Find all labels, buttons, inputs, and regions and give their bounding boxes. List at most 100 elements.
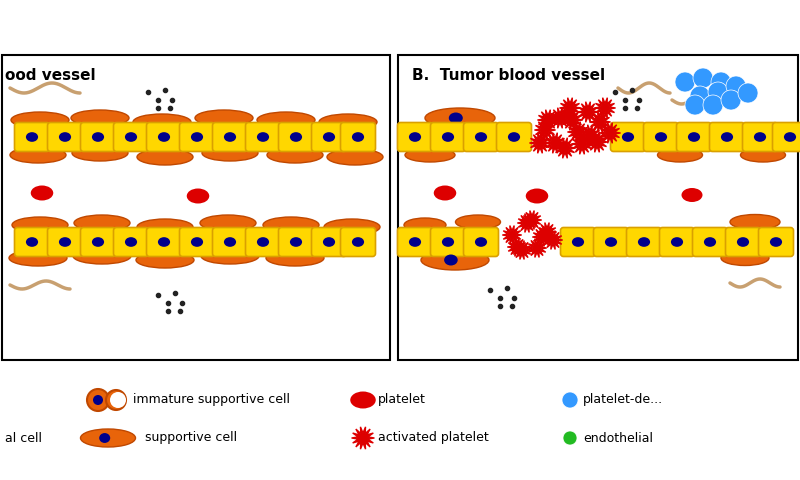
FancyBboxPatch shape: [659, 228, 694, 256]
Ellipse shape: [350, 392, 376, 408]
FancyBboxPatch shape: [278, 122, 314, 152]
Ellipse shape: [133, 114, 191, 130]
Ellipse shape: [26, 237, 38, 247]
Polygon shape: [586, 132, 607, 152]
Polygon shape: [543, 230, 562, 250]
Ellipse shape: [93, 395, 103, 405]
Polygon shape: [512, 240, 532, 259]
FancyBboxPatch shape: [710, 122, 745, 152]
Ellipse shape: [87, 389, 109, 411]
FancyBboxPatch shape: [398, 122, 433, 152]
Ellipse shape: [434, 185, 456, 201]
Ellipse shape: [81, 429, 135, 447]
FancyBboxPatch shape: [246, 228, 281, 256]
Circle shape: [708, 82, 728, 102]
Ellipse shape: [425, 108, 495, 128]
Ellipse shape: [186, 189, 210, 204]
Ellipse shape: [409, 132, 421, 142]
Ellipse shape: [442, 132, 454, 142]
Ellipse shape: [158, 132, 170, 142]
Ellipse shape: [404, 218, 446, 232]
FancyBboxPatch shape: [14, 122, 50, 152]
Ellipse shape: [721, 132, 733, 142]
FancyBboxPatch shape: [341, 228, 375, 256]
FancyBboxPatch shape: [146, 228, 182, 256]
Polygon shape: [571, 134, 593, 154]
Ellipse shape: [682, 188, 702, 202]
Ellipse shape: [327, 149, 383, 165]
FancyBboxPatch shape: [610, 122, 646, 152]
Ellipse shape: [658, 148, 702, 162]
Ellipse shape: [10, 147, 66, 163]
FancyBboxPatch shape: [213, 122, 247, 152]
Ellipse shape: [257, 237, 269, 247]
Ellipse shape: [71, 110, 129, 126]
Polygon shape: [554, 138, 575, 158]
Polygon shape: [522, 211, 542, 229]
Circle shape: [726, 76, 746, 96]
Ellipse shape: [30, 185, 54, 201]
FancyBboxPatch shape: [14, 228, 50, 256]
FancyBboxPatch shape: [311, 228, 346, 256]
Text: platelet-de...: platelet-de...: [583, 394, 663, 407]
FancyBboxPatch shape: [463, 228, 498, 256]
Ellipse shape: [741, 148, 786, 162]
Ellipse shape: [263, 217, 319, 233]
Circle shape: [703, 95, 723, 115]
Ellipse shape: [92, 132, 104, 142]
Ellipse shape: [137, 219, 193, 235]
Polygon shape: [545, 132, 566, 153]
Text: activated platelet: activated platelet: [378, 432, 489, 444]
Ellipse shape: [290, 237, 302, 247]
Ellipse shape: [671, 237, 683, 247]
FancyBboxPatch shape: [773, 122, 800, 152]
Polygon shape: [538, 223, 557, 241]
Ellipse shape: [526, 189, 548, 204]
FancyBboxPatch shape: [81, 122, 115, 152]
Ellipse shape: [92, 237, 104, 247]
Ellipse shape: [266, 250, 324, 266]
FancyBboxPatch shape: [341, 122, 375, 152]
Ellipse shape: [200, 215, 256, 231]
Circle shape: [738, 83, 758, 103]
Ellipse shape: [622, 132, 634, 142]
Ellipse shape: [195, 110, 253, 126]
Ellipse shape: [323, 132, 335, 142]
Ellipse shape: [444, 254, 458, 265]
Ellipse shape: [572, 237, 584, 247]
Ellipse shape: [224, 237, 236, 247]
Ellipse shape: [688, 132, 700, 142]
Ellipse shape: [191, 237, 203, 247]
Ellipse shape: [125, 132, 137, 142]
Circle shape: [563, 431, 577, 445]
Ellipse shape: [704, 237, 716, 247]
FancyBboxPatch shape: [430, 228, 466, 256]
Bar: [398, 55, 798, 360]
Circle shape: [675, 72, 695, 92]
Polygon shape: [559, 98, 581, 118]
Polygon shape: [590, 112, 610, 132]
Polygon shape: [351, 427, 374, 449]
FancyBboxPatch shape: [497, 122, 531, 152]
FancyBboxPatch shape: [693, 228, 727, 256]
Ellipse shape: [655, 132, 667, 142]
FancyBboxPatch shape: [146, 122, 182, 152]
Polygon shape: [567, 122, 589, 142]
Text: supportive cell: supportive cell: [145, 432, 237, 444]
Ellipse shape: [12, 217, 68, 233]
Text: immature supportive cell: immature supportive cell: [133, 394, 290, 407]
FancyBboxPatch shape: [278, 228, 314, 256]
Ellipse shape: [99, 433, 110, 443]
FancyBboxPatch shape: [213, 228, 247, 256]
FancyBboxPatch shape: [626, 228, 662, 256]
FancyBboxPatch shape: [726, 228, 761, 256]
FancyBboxPatch shape: [561, 228, 595, 256]
FancyBboxPatch shape: [311, 122, 346, 152]
Polygon shape: [579, 125, 601, 145]
FancyBboxPatch shape: [47, 122, 82, 152]
FancyBboxPatch shape: [430, 122, 466, 152]
Ellipse shape: [475, 237, 487, 247]
Ellipse shape: [72, 145, 128, 161]
Polygon shape: [594, 98, 615, 118]
Text: ood vessel: ood vessel: [5, 68, 96, 83]
